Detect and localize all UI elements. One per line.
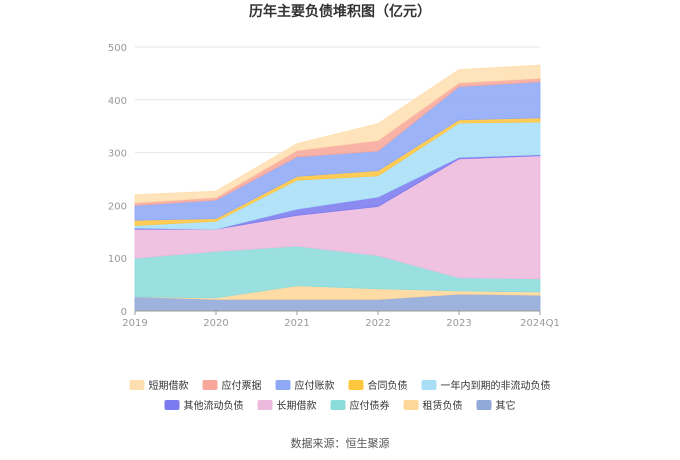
legend-label: 其他流动负债 bbox=[184, 399, 244, 412]
legend-swatch bbox=[348, 380, 364, 390]
legend-swatch bbox=[421, 380, 437, 390]
x-tick-label: 2019 bbox=[122, 318, 147, 329]
data-source-note: 数据来源：恒生聚源 bbox=[291, 436, 390, 450]
legend-swatch bbox=[476, 400, 492, 410]
y-tick-label: 0 bbox=[121, 307, 127, 318]
x-tick-label: 2023 bbox=[446, 318, 471, 329]
legend-label: 应付票据 bbox=[222, 379, 262, 392]
legend-item[interactable]: 应付账款 bbox=[275, 379, 335, 392]
legend-label: 合同负债 bbox=[368, 379, 408, 392]
legend-swatch bbox=[403, 400, 419, 410]
legend-swatch bbox=[129, 380, 145, 390]
legend-item[interactable]: 应付票据 bbox=[202, 379, 262, 392]
legend-label: 其它 bbox=[495, 399, 515, 412]
legend-item[interactable]: 合同负债 bbox=[348, 379, 408, 392]
legend-label: 长期借款 bbox=[277, 399, 317, 412]
x-tick-label: 2021 bbox=[284, 318, 309, 329]
y-tick-label: 200 bbox=[108, 201, 127, 212]
legend-swatch bbox=[202, 380, 218, 390]
legend-item[interactable]: 长期借款 bbox=[257, 399, 317, 412]
y-tick-label: 100 bbox=[108, 254, 127, 265]
legend-item[interactable]: 其他流动负债 bbox=[164, 399, 244, 412]
legend-label: 应付账款 bbox=[295, 379, 335, 392]
axes: 0 100 200 300 400 500 2019 2020 2021 2022 2023 2024… bbox=[108, 43, 560, 329]
legend-label: 一年内到期的非流动负债 bbox=[440, 379, 550, 392]
legend-label: 短期借款 bbox=[149, 379, 189, 392]
x-tick-label: 2022 bbox=[365, 318, 390, 329]
legend-swatch bbox=[330, 400, 346, 410]
legend-item[interactable]: 一年内到期的非流动负债 bbox=[421, 379, 551, 392]
x-tick-label: 2024Q1 bbox=[520, 318, 560, 329]
chart-title: 历年主要负债堆积图（亿元） bbox=[249, 3, 431, 20]
legend-swatch bbox=[164, 400, 180, 410]
legend-item[interactable]: 其它 bbox=[476, 399, 515, 412]
legend-label: 租赁负债 bbox=[422, 399, 462, 412]
legend-label: 应付债券 bbox=[350, 399, 390, 412]
y-tick-label: 300 bbox=[108, 149, 127, 160]
area-series-短期借款 bbox=[134, 64, 541, 204]
area-series-group bbox=[134, 64, 541, 312]
legend-swatch bbox=[275, 380, 291, 390]
legend-swatch bbox=[257, 400, 273, 410]
legend-item[interactable]: 应付债券 bbox=[330, 399, 390, 412]
x-tick-label: 2020 bbox=[203, 318, 228, 329]
legend-item[interactable]: 租赁负债 bbox=[403, 399, 462, 412]
y-tick-label: 400 bbox=[108, 96, 127, 107]
legend-item[interactable]: 短期借款 bbox=[129, 379, 189, 392]
y-tick-label: 500 bbox=[108, 43, 127, 54]
